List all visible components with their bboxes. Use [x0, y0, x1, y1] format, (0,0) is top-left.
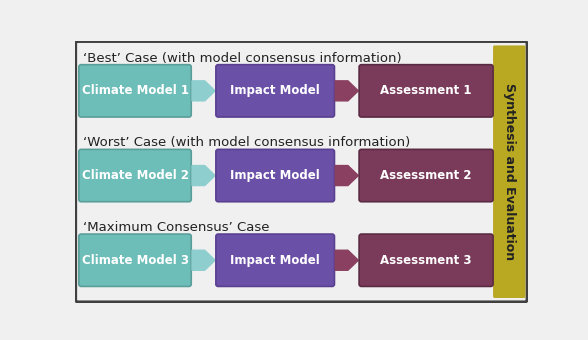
Text: Impact Model: Impact Model [230, 169, 320, 182]
Text: Impact Model: Impact Model [230, 254, 320, 267]
Text: Impact Model: Impact Model [230, 84, 320, 97]
FancyBboxPatch shape [359, 234, 493, 286]
FancyBboxPatch shape [493, 46, 526, 298]
Text: ‘Best’ Case (with model consensus information): ‘Best’ Case (with model consensus inform… [83, 52, 401, 65]
Polygon shape [335, 166, 358, 186]
FancyBboxPatch shape [216, 65, 335, 117]
Text: Climate Model 2: Climate Model 2 [82, 169, 189, 182]
FancyBboxPatch shape [79, 65, 191, 117]
FancyBboxPatch shape [216, 149, 335, 202]
Text: Assessment 1: Assessment 1 [380, 84, 472, 97]
FancyBboxPatch shape [79, 234, 191, 286]
FancyBboxPatch shape [216, 234, 335, 286]
FancyBboxPatch shape [359, 65, 493, 117]
Text: Synthesis and Evaluation: Synthesis and Evaluation [503, 83, 516, 260]
Text: Assessment 3: Assessment 3 [380, 254, 472, 267]
Text: ‘Maximum Consensus’ Case: ‘Maximum Consensus’ Case [83, 221, 269, 234]
Polygon shape [192, 250, 215, 270]
FancyBboxPatch shape [79, 149, 191, 202]
Text: Climate Model 3: Climate Model 3 [82, 254, 189, 267]
Polygon shape [335, 250, 358, 270]
Text: Assessment 2: Assessment 2 [380, 169, 472, 182]
Polygon shape [192, 81, 215, 101]
FancyBboxPatch shape [76, 41, 527, 302]
Polygon shape [335, 81, 358, 101]
FancyBboxPatch shape [359, 149, 493, 202]
Text: ‘Worst’ Case (with model consensus information): ‘Worst’ Case (with model consensus infor… [83, 136, 410, 149]
Text: Climate Model 1: Climate Model 1 [82, 84, 189, 97]
Polygon shape [192, 166, 215, 186]
